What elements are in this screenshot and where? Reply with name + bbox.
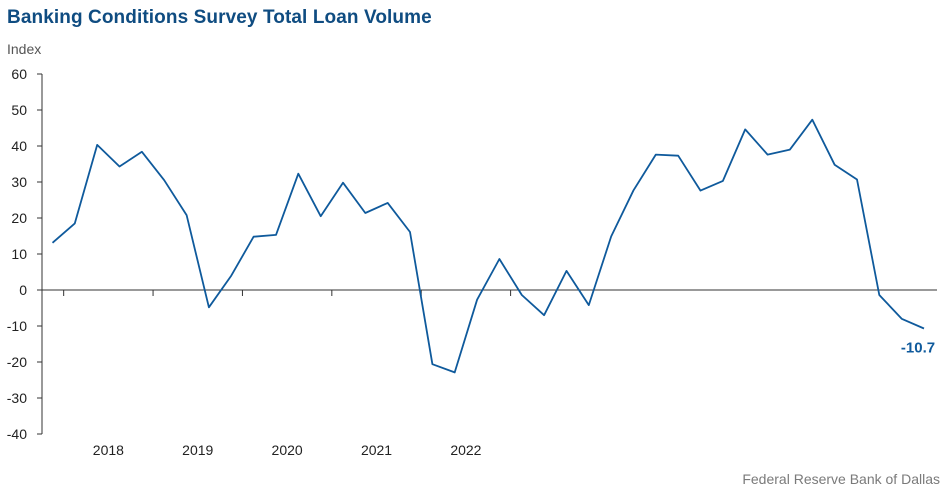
data-point (744, 128, 746, 130)
data-point (387, 202, 389, 204)
data-point (633, 189, 635, 191)
x-tick-label: 2020 (272, 442, 303, 458)
x-axis: 2018 2019 2020 2021 2022 (42, 289, 937, 458)
data-point (856, 178, 858, 180)
chart-title: Banking Conditions Survey Total Loan Vol… (7, 7, 432, 28)
data-point (96, 144, 98, 146)
data-point (409, 231, 411, 233)
y-axis-label: Index (7, 41, 42, 57)
data-point (141, 151, 143, 153)
data-point (342, 182, 344, 184)
y-tick-label: 60 (11, 66, 27, 82)
data-point (119, 166, 121, 168)
data-point (588, 304, 590, 306)
y-tick-label: -40 (7, 426, 27, 442)
data-point (811, 119, 813, 121)
data-point (767, 154, 769, 156)
y-tick-label: 50 (11, 102, 27, 118)
data-point (543, 314, 545, 316)
data-point (52, 242, 54, 244)
data-point (521, 294, 523, 296)
data-point (901, 318, 903, 320)
source-note: Federal Reserve Bank of Dallas (742, 471, 940, 487)
data-point (789, 149, 791, 151)
data-point (610, 235, 612, 237)
data-point (431, 363, 433, 365)
data-point (923, 328, 925, 330)
plot-area: -10.7 (51, 118, 935, 374)
data-point (878, 294, 880, 296)
x-tick-label: 2021 (361, 442, 392, 458)
data-point (297, 173, 299, 175)
data-point (74, 222, 76, 224)
data-point (677, 155, 679, 157)
data-point (565, 270, 567, 272)
y-tick-label: -10 (7, 318, 27, 334)
end-value-label: -10.7 (901, 340, 935, 357)
y-tick-label: 40 (11, 138, 27, 154)
y-tick-label: -30 (7, 390, 27, 406)
data-point (253, 236, 255, 238)
data-point (454, 371, 456, 373)
series-line (51, 118, 925, 374)
data-point (700, 190, 702, 192)
y-tick-label: 20 (11, 210, 27, 226)
y-axis: 60 50 40 30 20 10 0 -10 -20 -30 -40 (7, 66, 43, 442)
y-tick-label: -20 (7, 354, 27, 370)
y-tick-label: 10 (11, 246, 27, 262)
data-point (208, 306, 210, 308)
data-point (834, 164, 836, 166)
data-point (320, 215, 322, 217)
data-point (230, 275, 232, 277)
data-point (498, 258, 500, 260)
x-tick-label: 2018 (93, 442, 124, 458)
data-point (186, 214, 188, 216)
y-tick-label: 30 (11, 174, 27, 190)
data-point (275, 234, 277, 236)
data-point (163, 179, 165, 181)
data-point (476, 299, 478, 301)
data-point (722, 180, 724, 182)
y-tick-label: 0 (19, 282, 27, 298)
x-tick-label: 2022 (450, 442, 481, 458)
x-tick-label: 2019 (182, 442, 213, 458)
data-point (655, 154, 657, 156)
data-point (364, 212, 366, 214)
